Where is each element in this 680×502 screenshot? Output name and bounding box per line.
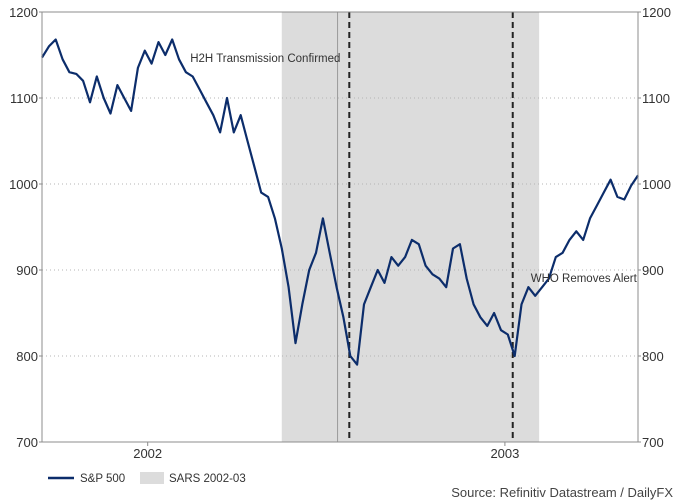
y-tick-left-1100: 1100 <box>10 91 38 106</box>
gridlines <box>42 97 638 357</box>
y-tick-left-1000: 1000 <box>9 177 38 192</box>
x-tick-2003: 2003 <box>490 446 519 461</box>
y-tick-left-700: 700 <box>16 435 38 450</box>
y-tick-right-800: 800 <box>642 349 664 364</box>
y-axis-left: 700 800 900 1000 1100 1200 <box>9 5 42 450</box>
y-tick-right-1200: 1200 <box>642 5 671 20</box>
who-annotation: WHO Removes Alert <box>531 273 638 285</box>
plot-border <box>41 11 639 443</box>
y-axis-right: 700 800 900 1000 1100 1200 <box>638 5 671 450</box>
y-tick-right-1100: 1100 <box>642 91 670 106</box>
x-axis: 2002 2003 <box>133 442 519 461</box>
legend-box-swatch <box>140 472 164 484</box>
legend: S&P 500 SARS 2002-03 <box>48 472 246 485</box>
y-tick-right-900: 900 <box>642 263 664 278</box>
event-lines <box>348 12 514 442</box>
sp500-line <box>41 38 639 366</box>
x-tick-2002: 2002 <box>133 446 162 461</box>
legend-label-sp500: S&P 500 <box>80 473 125 485</box>
legend-label-sars: SARS 2002-03 <box>169 473 246 485</box>
y-tick-left-800: 800 <box>16 349 38 364</box>
h2h-annotation: H2H Transmission Confirmed <box>190 53 340 65</box>
y-tick-right-1000: 1000 <box>642 177 671 192</box>
y-tick-right-700: 700 <box>642 435 664 450</box>
source-text: Source: Refinitiv Datastream / DailyFX <box>451 485 673 500</box>
y-tick-left-900: 900 <box>16 263 38 278</box>
y-tick-left-1200: 1200 <box>9 5 38 20</box>
